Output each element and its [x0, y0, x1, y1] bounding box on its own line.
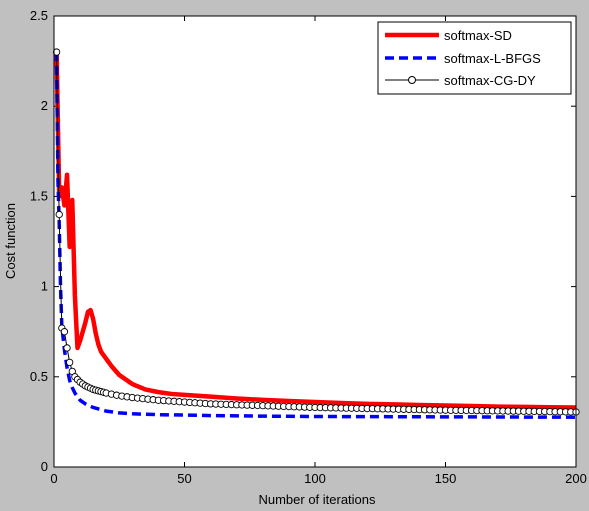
series-line-softmax-sd [54, 52, 577, 410]
legend-label-cgdy: softmax-CG-DY [444, 73, 536, 88]
x-tick-label: 200 [565, 471, 587, 486]
y-tick-label: 2 [41, 98, 48, 113]
series-marker-cg-dy [60, 328, 69, 336]
series-marker-cg-dy [66, 358, 74, 367]
x-tick-label: 0 [50, 471, 57, 486]
legend: softmax-SD softmax-L-BFGS softmax-CG-DY [377, 21, 572, 95]
y-axis-label: Cost function [3, 203, 18, 279]
y-tick-label: 1.5 [30, 188, 48, 203]
y-tick-label: 1 [41, 279, 48, 294]
series-layer [52, 48, 580, 419]
x-tick-label: 50 [177, 471, 191, 486]
series-marker-cg-dy [63, 344, 71, 352]
series-marker-cg-dy [52, 48, 61, 56]
y-tick-label: 2.5 [30, 8, 48, 23]
series-line-softmax-l-bfgs [54, 52, 577, 419]
tick-labels: 0 50 100 150 200 0 0.5 1 1.5 2 2.5 [30, 8, 587, 486]
plot-frame [53, 15, 577, 468]
x-tick-label: 100 [304, 471, 326, 486]
y-tick-label: 0 [41, 459, 48, 474]
legend-label-sd: softmax-SD [444, 28, 512, 43]
x-tick-label: 150 [435, 471, 457, 486]
legend-label-lbfgs: softmax-L-BFGS [444, 51, 541, 66]
x-axis-label: Number of iterations [258, 492, 376, 507]
legend-marker-cgdy [408, 76, 416, 84]
series-marker-cg-dy [55, 210, 63, 219]
y-tick-label: 0.5 [30, 369, 48, 384]
